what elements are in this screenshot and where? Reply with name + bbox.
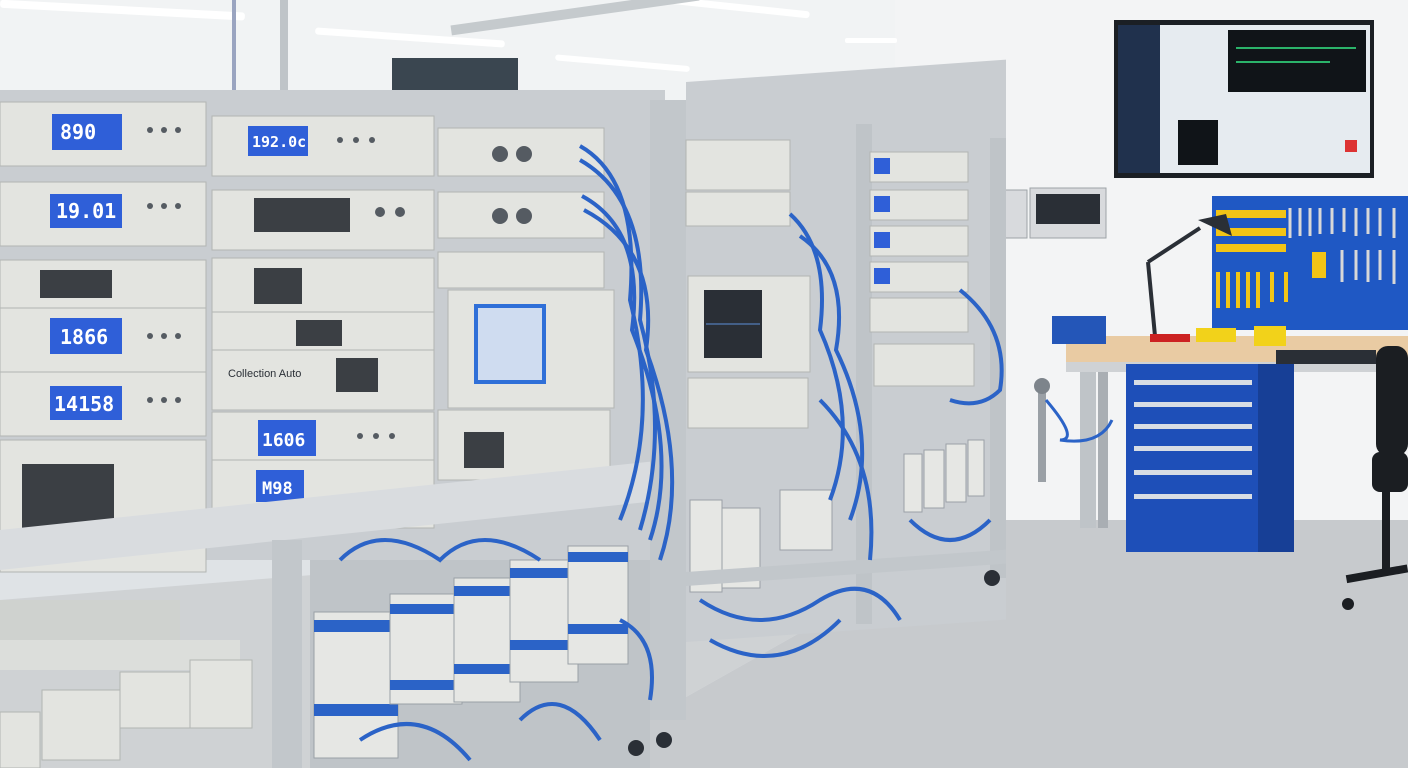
ceiling-duct <box>450 0 700 36</box>
ceiling-pipe <box>280 0 288 110</box>
ceiling-light-icon <box>845 38 897 43</box>
instrument <box>211 257 435 315</box>
instrument <box>211 311 435 357</box>
bench-leg <box>1098 372 1108 528</box>
power-module <box>389 593 463 705</box>
bench-vise-icon <box>1052 316 1106 344</box>
instrument <box>437 409 611 481</box>
gas-regulator <box>1038 382 1046 482</box>
panel-label: Collection Auto <box>228 368 301 380</box>
instrument <box>0 259 207 309</box>
keyboard <box>1276 350 1376 364</box>
floor <box>560 520 1408 768</box>
bench-leg <box>1080 372 1096 528</box>
lcd-readout: 890 <box>60 120 96 144</box>
instrument <box>211 349 435 411</box>
readout-text: 1866 <box>60 325 108 349</box>
readout-text: 890 <box>60 120 96 144</box>
power-module <box>453 577 521 703</box>
office-chair-icon <box>1342 346 1408 610</box>
instrument <box>0 307 207 373</box>
instrument <box>447 289 615 409</box>
instrument <box>0 181 207 247</box>
readout-text: 192.0c <box>252 133 306 151</box>
desk-lamp-icon <box>1146 226 1202 337</box>
readout-text: 19.01 <box>56 199 116 223</box>
instrument <box>0 101 207 167</box>
tool-hooks <box>1288 208 1396 284</box>
readout-text: 1606 <box>262 430 305 451</box>
cabling <box>698 212 1004 658</box>
power-module <box>313 611 399 759</box>
instrument <box>211 189 435 251</box>
lcd-readout: 1606 <box>262 430 305 451</box>
ceiling-pipe <box>232 0 236 110</box>
power-module <box>509 559 579 683</box>
lcd-readout: 19.01 <box>56 199 116 223</box>
readout-text: M98 <box>262 479 293 499</box>
lcd-readout: 192.0c <box>252 133 306 151</box>
ceiling-light-icon <box>315 27 505 48</box>
instrument-rack-left <box>0 90 686 768</box>
instrument <box>687 275 811 373</box>
ceiling-light-icon <box>0 0 245 21</box>
power-module <box>567 545 629 665</box>
ceiling-light-icon <box>555 54 690 72</box>
wrench-icon <box>1216 210 1326 308</box>
lcd-readout: 14158 <box>54 392 114 416</box>
lcd-readout: 1866 <box>60 325 108 349</box>
readout-text: 14158 <box>54 392 114 416</box>
instrument <box>211 115 435 177</box>
ceiling-light-icon <box>640 0 810 19</box>
lcd-readout: M98 <box>262 479 293 499</box>
instrument <box>0 371 207 437</box>
instrument-rack-right <box>628 59 1006 756</box>
cabling <box>338 144 675 762</box>
